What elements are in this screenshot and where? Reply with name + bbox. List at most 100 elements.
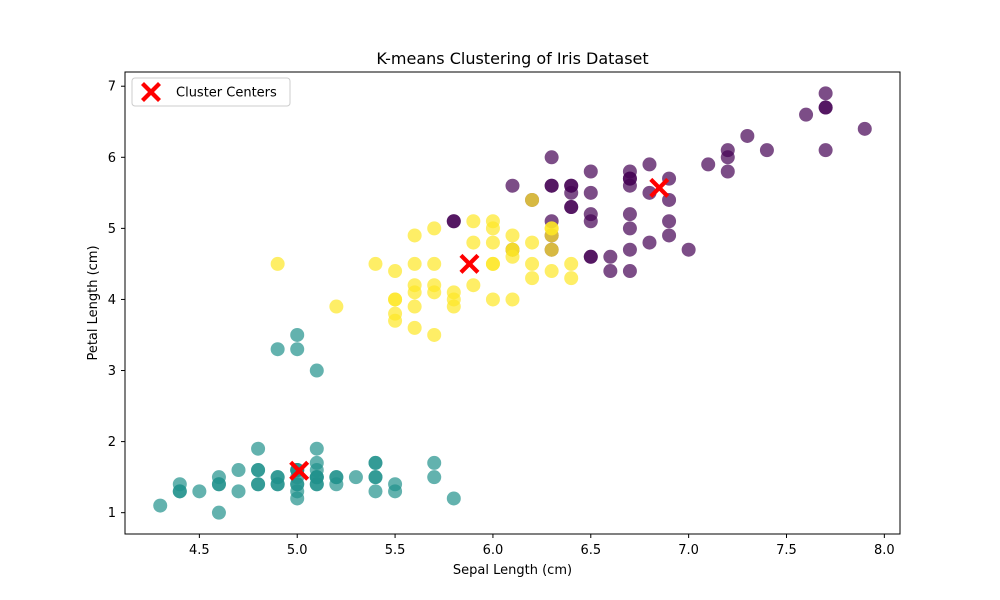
y-tick-label: 4 bbox=[108, 293, 116, 308]
y-tick-label: 3 bbox=[108, 364, 116, 379]
data-point bbox=[583, 185, 598, 200]
data-point bbox=[642, 235, 657, 250]
data-point bbox=[564, 271, 579, 286]
x-tick-label: 6.5 bbox=[580, 543, 601, 558]
data-point bbox=[231, 484, 246, 499]
plot-frame bbox=[124, 71, 901, 535]
data-point bbox=[544, 178, 559, 193]
data-point bbox=[270, 342, 285, 357]
y-tick-label: 2 bbox=[108, 435, 116, 450]
data-point bbox=[427, 455, 442, 470]
data-point bbox=[368, 455, 383, 470]
data-point bbox=[211, 477, 226, 492]
chart-title: K-means Clustering of Iris Dataset bbox=[376, 49, 648, 68]
x-tick-label: 6.0 bbox=[483, 543, 504, 558]
data-point bbox=[407, 299, 422, 314]
data-point bbox=[427, 285, 442, 300]
data-point bbox=[270, 256, 285, 271]
data-point bbox=[740, 128, 755, 143]
data-point bbox=[231, 463, 246, 478]
data-point bbox=[857, 121, 872, 136]
data-point bbox=[329, 470, 344, 485]
data-point bbox=[407, 320, 422, 335]
data-point bbox=[583, 249, 598, 264]
legend-marker-icon bbox=[141, 82, 161, 102]
data-point bbox=[603, 249, 618, 264]
y-tick-label: 6 bbox=[108, 151, 116, 166]
data-point bbox=[466, 278, 481, 293]
cluster-center-marker bbox=[459, 253, 480, 274]
data-point bbox=[290, 342, 305, 357]
data-point bbox=[446, 299, 461, 314]
cluster-center-marker bbox=[289, 460, 310, 481]
x-tick-label: 7.5 bbox=[776, 543, 797, 558]
data-point bbox=[583, 207, 598, 222]
x-axis-label: Sepal Length (cm) bbox=[453, 563, 572, 578]
data-point bbox=[525, 271, 540, 286]
data-point bbox=[270, 477, 285, 492]
data-point bbox=[505, 242, 520, 257]
data-point bbox=[309, 363, 324, 378]
data-point bbox=[466, 235, 481, 250]
data-point bbox=[681, 242, 696, 257]
data-point bbox=[309, 441, 324, 456]
data-point bbox=[466, 214, 481, 229]
data-point bbox=[544, 150, 559, 165]
data-point bbox=[446, 214, 461, 229]
data-point bbox=[427, 470, 442, 485]
data-point bbox=[485, 292, 500, 307]
data-point bbox=[172, 484, 187, 499]
data-point bbox=[427, 221, 442, 236]
y-tick-label: 1 bbox=[108, 506, 116, 521]
x-tick-label: 7.0 bbox=[678, 543, 699, 558]
x-tick-label: 5.0 bbox=[287, 543, 308, 558]
data-point bbox=[505, 178, 520, 193]
data-point bbox=[564, 256, 579, 271]
data-point bbox=[407, 256, 422, 271]
data-point bbox=[544, 242, 559, 257]
data-point bbox=[485, 256, 500, 271]
data-point bbox=[407, 228, 422, 243]
data-point bbox=[485, 221, 500, 236]
x-axis-ticks: 4.5 5.0 5.5 6.0 6.5 7.0 7.5 8.0 bbox=[189, 534, 895, 558]
data-point bbox=[642, 157, 657, 172]
data-point bbox=[211, 505, 226, 520]
data-point bbox=[485, 235, 500, 250]
data-point bbox=[622, 242, 637, 257]
data-point bbox=[505, 292, 520, 307]
data-point bbox=[388, 292, 403, 307]
data-point bbox=[525, 192, 540, 207]
data-point bbox=[622, 221, 637, 236]
data-point bbox=[407, 285, 422, 300]
y-tick-label: 7 bbox=[108, 80, 116, 95]
y-tick-label: 5 bbox=[108, 222, 116, 237]
data-point bbox=[720, 164, 735, 179]
x-tick-label: 4.5 bbox=[189, 543, 210, 558]
data-point bbox=[544, 221, 559, 236]
data-point bbox=[818, 86, 833, 101]
data-point bbox=[290, 327, 305, 342]
data-point bbox=[505, 228, 520, 243]
data-point bbox=[329, 299, 344, 314]
y-axis-label: Petal Length (cm) bbox=[86, 245, 101, 360]
data-point bbox=[701, 157, 716, 172]
data-point bbox=[153, 498, 168, 513]
data-point bbox=[622, 171, 637, 186]
data-point bbox=[720, 150, 735, 165]
legend-box bbox=[131, 77, 291, 107]
data-point bbox=[799, 107, 814, 122]
data-point bbox=[564, 200, 579, 215]
y-axis-ticks: 1 2 3 4 5 6 7 bbox=[108, 80, 125, 521]
data-point bbox=[388, 264, 403, 279]
cluster-center-marker bbox=[649, 177, 670, 198]
data-point bbox=[525, 235, 540, 250]
data-point bbox=[818, 100, 833, 115]
data-point bbox=[544, 264, 559, 279]
data-point bbox=[388, 313, 403, 328]
x-tick-label: 8.0 bbox=[874, 543, 895, 558]
data-point bbox=[622, 264, 637, 279]
data-point bbox=[388, 484, 403, 499]
data-point bbox=[368, 256, 383, 271]
legend: Cluster Centers bbox=[131, 77, 291, 107]
